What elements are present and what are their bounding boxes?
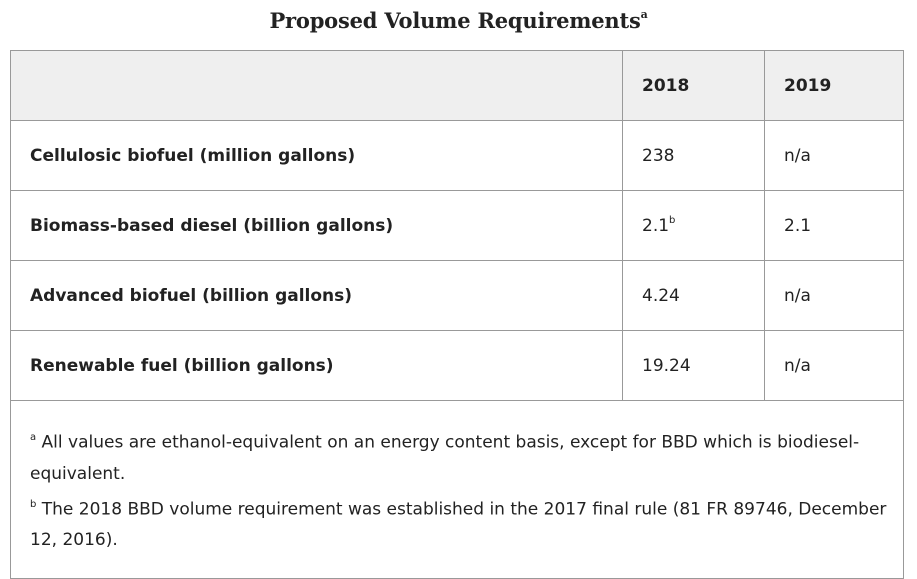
- value-2018-text: 238: [642, 145, 675, 166]
- value-2018: 238: [622, 120, 765, 191]
- footnote-row: a All values are ethanol-equivalent on a…: [10, 399, 904, 579]
- table-row: Renewable fuel (billion gallons) 19.24 n…: [10, 330, 904, 401]
- table-row: Advanced biofuel (billion gallons) 4.24 …: [10, 260, 904, 331]
- value-2018-text: 19.24: [642, 355, 691, 376]
- table-title: Proposed Volume Requirementsa: [0, 8, 917, 33]
- footnotes-cell: a All values are ethanol-equivalent on a…: [10, 399, 904, 579]
- value-2018-text: 4.24: [642, 285, 680, 306]
- header-2019: 2019: [764, 50, 904, 121]
- table-row: Cellulosic biofuel (million gallons) 238…: [10, 120, 904, 191]
- value-2018: 4.24: [622, 260, 765, 331]
- header-corner-cell: [10, 50, 623, 121]
- value-2019: 2.1: [764, 190, 904, 261]
- header-row: 2018 2019: [10, 50, 904, 121]
- row-label: Biomass-based diesel (billion gallons): [10, 190, 623, 261]
- row-label: Advanced biofuel (billion gallons): [10, 260, 623, 331]
- value-2018-text: 2.1: [642, 215, 670, 236]
- header-2018: 2018: [622, 50, 765, 121]
- value-2019: n/a: [764, 330, 904, 401]
- value-2018: 19.24: [622, 330, 765, 401]
- footnote-a: a All values are ethanol-equivalent on a…: [30, 423, 889, 490]
- row-label: Cellulosic biofuel (million gallons): [10, 120, 623, 191]
- footnote-a-text: All values are ethanol-equivalent on an …: [30, 432, 860, 484]
- value-2018-mark: b: [669, 214, 676, 226]
- title-footnote-mark: a: [640, 8, 648, 21]
- value-2019: n/a: [764, 260, 904, 331]
- value-2018: 2.1b: [622, 190, 765, 261]
- value-2019: n/a: [764, 120, 904, 191]
- footnote-b: b The 2018 BBD volume requirement was es…: [30, 490, 889, 557]
- footnote-a-mark: a: [30, 432, 37, 443]
- row-label: Renewable fuel (billion gallons): [10, 330, 623, 401]
- footnote-b-text: The 2018 BBD volume requirement was esta…: [30, 499, 887, 551]
- volume-requirements-table: 2018 2019 Cellulosic biofuel (million ga…: [10, 50, 904, 579]
- table-row: Biomass-based diesel (billion gallons) 2…: [10, 190, 904, 261]
- table-title-text: Proposed Volume Requirements: [269, 8, 641, 33]
- footnote-b-mark: b: [30, 498, 37, 510]
